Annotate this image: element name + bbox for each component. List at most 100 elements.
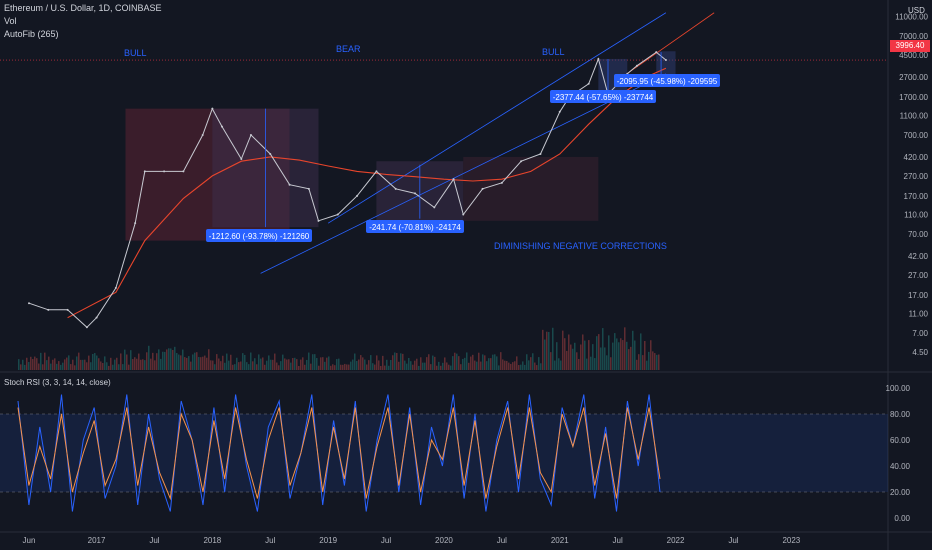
volume-bar [544,339,546,370]
vol-indicator-label[interactable]: Vol [4,16,17,26]
volume-bar [306,359,308,370]
price-tick-label: 110.00 [904,211,928,220]
annotation-bear: BEAR [336,44,361,54]
volume-bar [106,362,108,370]
price-point [47,308,50,311]
volume-bar [88,355,90,370]
volume-bar [400,353,402,370]
volume-bar [364,359,366,370]
volume-bar [394,352,396,370]
price-tick-label: 4.50 [912,348,928,357]
volume-bar [366,364,368,370]
volume-bar [32,359,34,370]
fib-zones [125,51,676,241]
volume-bar [480,361,482,370]
volume-bar [468,362,470,370]
volume-bar [208,349,210,370]
volume-bar [84,359,86,370]
ma-line [67,67,667,319]
label-box-drop3 [550,90,656,103]
time-tick-label: 2020 [435,536,453,545]
volume-bar [24,364,26,370]
volume-bar [584,340,586,370]
volume-bar [296,359,298,370]
volume-bar [60,364,62,370]
volume-bar [576,352,578,370]
volume-bar [558,358,560,370]
volume-bar [100,361,102,370]
volume-bar [458,356,460,370]
volume-bar [516,356,518,370]
volume-bar [492,354,494,370]
volume-bar [628,349,630,370]
time-tick-label: Jul [728,536,738,545]
volume-bar [618,342,620,370]
channel-lower [260,73,667,274]
volume-bar [454,352,456,370]
volume-bar [78,352,80,370]
volume-bar [466,352,468,370]
channel-upper [327,12,667,224]
volume-bar [72,359,74,370]
volume-bar [472,354,474,370]
volume-bar [70,364,72,370]
volume-bar [498,365,500,370]
volume-bar [598,334,600,370]
volume-bar [132,359,134,370]
symbol-title[interactable]: Ethereum / U.S. Dollar, 1D, COINBASE [4,3,162,13]
time-tick-label: 2019 [319,536,337,545]
volume-bar [626,341,628,370]
volume-bar [108,365,110,370]
volume-bar [520,364,522,370]
volume-bar [370,355,372,370]
volume-bar [244,354,246,370]
volume-bar [302,357,304,370]
price-tick-label: 17.00 [908,291,929,300]
volume-bar [278,365,280,370]
volume-bar [166,349,168,370]
volume-bar [528,360,530,370]
volume-bar [620,338,622,370]
volume-bar [644,340,646,370]
label-box-drop2 [366,220,464,233]
volume-bar [408,357,410,370]
volume-bar [372,363,374,370]
volume-bar [50,363,52,370]
volume-bar [298,365,300,370]
price-point [587,82,590,85]
volume-bar [248,364,250,370]
volume-bar [616,338,618,370]
rsi-tick-label: 100.00 [886,384,911,393]
price-point [143,170,146,173]
volume-bar [330,365,332,370]
volume-bar [426,357,428,370]
volume-bar [430,364,432,370]
volume-bar [314,354,316,370]
volume-bar [174,346,176,370]
volume-bar [414,360,416,370]
time-tick-label: Jul [497,536,507,545]
rsi-line-d [17,407,661,501]
time-tick-label: Jul [381,536,391,545]
volume-bar [258,354,260,370]
volume-bar [160,358,162,370]
volume-bar [40,352,42,370]
price-point [414,192,416,195]
time-tick-label: 2021 [551,536,569,545]
volume-bar [422,362,424,370]
volume-bar [350,361,352,370]
volume-bar [444,357,446,370]
volume-bar [256,364,258,370]
volume-bar [500,352,502,370]
autofib-indicator-label[interactable]: AutoFib (265) [4,29,59,39]
volume-bar [310,363,312,370]
price-point [221,125,223,128]
volume-bar [116,357,118,370]
volume-bar [224,362,226,370]
volume-bar [146,352,148,370]
volume-bar [148,345,150,370]
volume-bar [98,358,100,370]
volume-bar [20,364,22,370]
volume-bar [532,353,534,370]
